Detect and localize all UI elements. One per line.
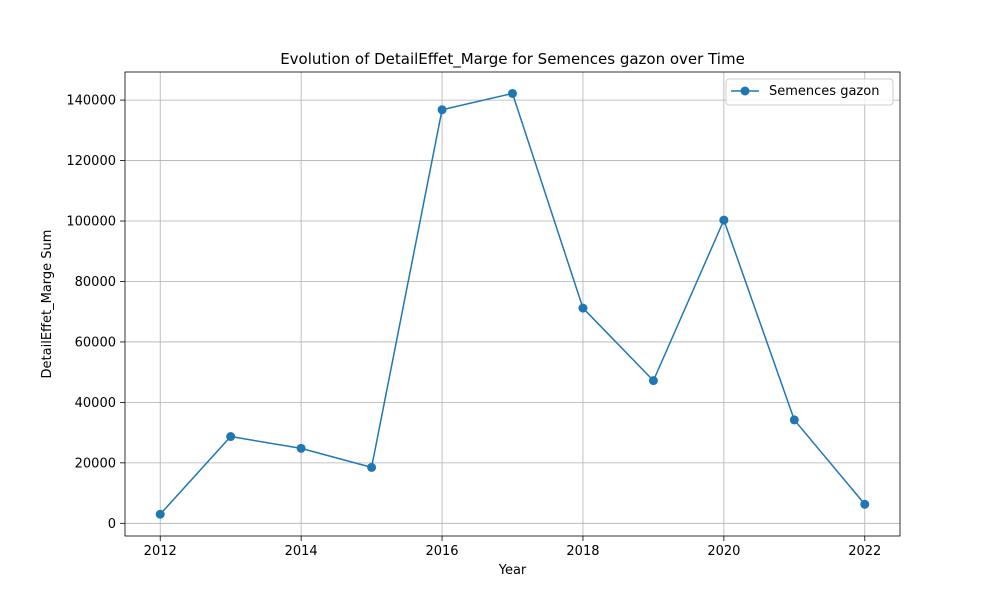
data-point-2018 (578, 303, 588, 313)
y-tick-label: 60000 (75, 335, 116, 350)
x-tick-label: 2020 (707, 544, 740, 559)
data-point-2020 (719, 215, 729, 225)
legend-box (725, 78, 894, 106)
chart-title: Evolution of DetailEffet_Marge for Semen… (280, 50, 745, 69)
axis-ticks: 2012 2014 2016 2018 2020 2022 0 20000 40000 60000… (66, 94, 881, 559)
y-tick-label: 120000 (66, 154, 116, 169)
x-tick-label: 2014 (285, 544, 318, 559)
x-tick-label: 2012 (144, 544, 177, 559)
x-axis-label: Year (498, 563, 527, 578)
y-tick-label: 40000 (75, 396, 116, 411)
data-point-2022 (860, 499, 870, 509)
data-point-2016 (437, 105, 447, 115)
grid (125, 72, 900, 536)
x-tick-label: 2018 (566, 544, 599, 559)
x-tick-label: 2016 (425, 544, 458, 559)
y-tick-label: 80000 (75, 275, 116, 290)
legend-marker-swatch (740, 86, 750, 96)
data-point-2012 (155, 509, 165, 519)
plot-frame (124, 71, 901, 537)
data-point-2013 (226, 432, 236, 442)
y-tick-label: 20000 (75, 456, 116, 471)
y-tick-label: 140000 (66, 94, 116, 109)
y-tick-label: 100000 (66, 215, 116, 230)
data-point-2021 (789, 415, 799, 425)
series-layer (155, 88, 870, 519)
x-tick-label: 2022 (848, 544, 881, 559)
data-point-2019 (648, 376, 658, 386)
data-point-2017 (508, 88, 517, 98)
data-point-2014 (296, 443, 306, 453)
y-tick-label: 0 (108, 517, 116, 532)
legend-label: Semences gazon (769, 84, 879, 99)
y-axis-label: DetailEffet_Marge Sum (40, 230, 55, 379)
data-point-2015 (367, 462, 377, 472)
legend: Semences gazon (725, 78, 894, 106)
